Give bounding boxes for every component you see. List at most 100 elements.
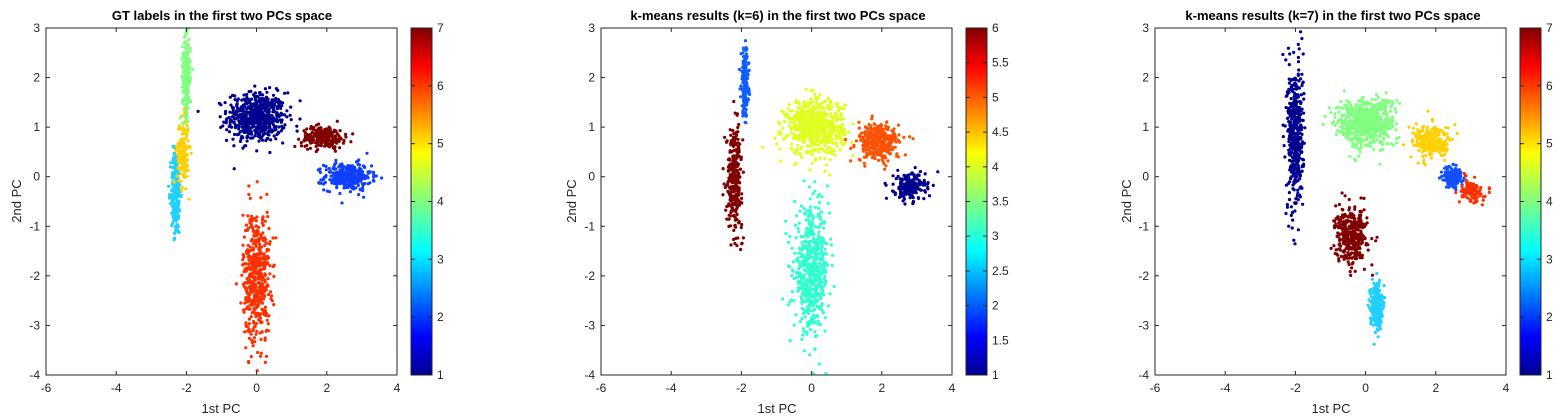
data-point <box>333 163 337 167</box>
data-point <box>333 149 337 153</box>
data-point <box>252 297 256 301</box>
data-point <box>305 143 309 147</box>
data-point <box>243 128 247 132</box>
data-point <box>787 103 791 107</box>
x-tick-label: -6 <box>41 381 52 395</box>
data-point <box>909 178 914 182</box>
data-point <box>351 182 355 186</box>
panel-3-points <box>1281 30 1491 346</box>
data-point <box>333 178 337 182</box>
data-point <box>175 182 179 186</box>
data-point <box>802 207 806 211</box>
data-point <box>338 191 342 196</box>
data-point <box>733 241 737 246</box>
data-point <box>317 126 321 130</box>
data-point <box>842 127 846 131</box>
data-point <box>232 167 236 171</box>
data-point <box>729 187 733 191</box>
data-point <box>249 106 253 110</box>
data-point <box>812 277 816 281</box>
data-point <box>369 164 374 168</box>
data-point <box>244 321 248 325</box>
data-point <box>815 237 819 241</box>
data-point <box>886 125 891 129</box>
data-point <box>823 144 827 148</box>
data-point <box>821 119 826 123</box>
data-point <box>185 44 190 48</box>
data-point <box>276 130 280 134</box>
data-point <box>876 158 881 162</box>
data-point <box>813 254 817 258</box>
data-point <box>1299 93 1303 97</box>
data-point <box>184 145 188 149</box>
data-point <box>239 117 243 121</box>
data-point <box>874 135 879 139</box>
data-point <box>877 124 881 128</box>
data-point <box>178 183 182 187</box>
data-point <box>346 164 350 168</box>
data-point <box>259 97 263 101</box>
data-point <box>731 162 735 166</box>
data-point <box>293 144 297 149</box>
data-point <box>334 167 338 171</box>
data-point <box>829 112 833 116</box>
y-tick-label: -1 <box>29 219 40 233</box>
data-point <box>346 179 350 183</box>
data-point <box>874 142 878 146</box>
y-tick-label: 0 <box>33 170 40 184</box>
data-point <box>728 158 732 162</box>
x-tick-label: -4 <box>111 381 122 395</box>
data-point <box>925 182 930 186</box>
data-point <box>807 240 812 244</box>
data-point <box>246 123 250 128</box>
colorbar-tick-label: 1 <box>992 368 999 382</box>
data-point <box>332 182 337 186</box>
data-point <box>927 194 932 198</box>
data-point <box>185 67 189 71</box>
data-point <box>786 303 790 307</box>
data-point <box>274 127 278 132</box>
data-point <box>253 259 257 263</box>
data-point <box>252 306 257 310</box>
data-point <box>250 216 254 220</box>
data-point <box>228 110 232 114</box>
data-point <box>823 139 828 143</box>
data-point <box>238 113 242 117</box>
data-point <box>351 132 355 136</box>
data-point <box>728 192 732 196</box>
data-point <box>260 128 265 133</box>
data-point <box>271 93 276 97</box>
data-point <box>1302 111 1306 115</box>
data-point <box>801 136 806 140</box>
data-point <box>263 219 267 223</box>
data-point <box>182 41 186 45</box>
data-point <box>189 76 193 80</box>
data-point <box>881 149 885 153</box>
data-point <box>799 204 804 208</box>
data-point <box>805 285 810 289</box>
data-point <box>823 247 827 251</box>
data-point <box>793 199 797 204</box>
data-point <box>259 351 263 355</box>
data-point <box>798 263 802 267</box>
data-point <box>804 239 808 243</box>
data-point <box>167 184 171 188</box>
data-point <box>788 234 792 238</box>
data-point <box>262 236 266 240</box>
data-point <box>925 185 930 189</box>
data-point <box>738 67 742 72</box>
data-point <box>250 303 254 307</box>
data-point <box>338 129 342 133</box>
data-point <box>826 132 831 136</box>
data-point <box>267 133 271 137</box>
data-point <box>733 174 738 178</box>
data-point <box>813 141 817 146</box>
data-point <box>820 195 824 199</box>
data-point <box>801 125 805 129</box>
data-point <box>826 103 830 107</box>
data-point <box>259 108 263 112</box>
data-point <box>888 152 892 156</box>
cluster-4 <box>761 88 861 177</box>
x-tick-label: -4 <box>666 381 677 395</box>
data-point <box>833 153 837 157</box>
